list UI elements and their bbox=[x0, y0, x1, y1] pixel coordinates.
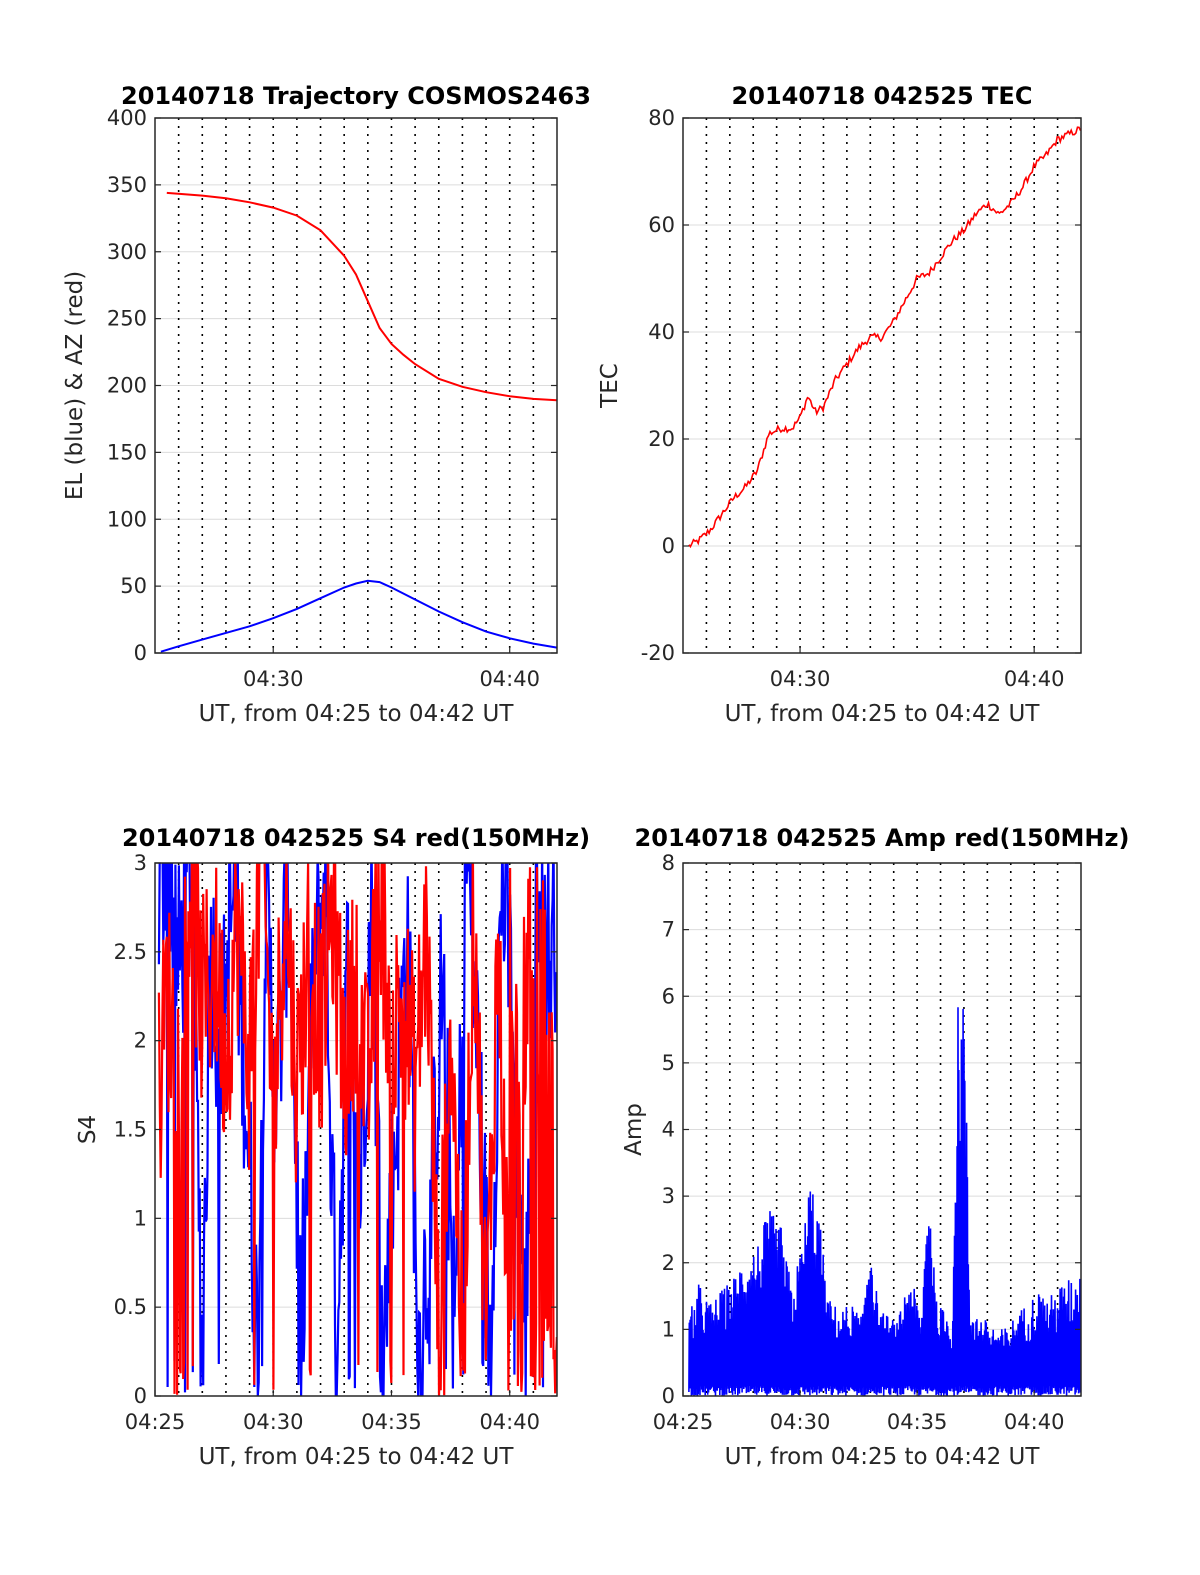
x-tick-label: 04:25 bbox=[125, 1410, 186, 1434]
y-tick-label: 40 bbox=[648, 320, 675, 344]
y-tick-label: 100 bbox=[107, 507, 147, 531]
y-tick-label: 300 bbox=[107, 240, 147, 264]
x-tick-label: 04:30 bbox=[243, 667, 304, 691]
chart-title: 20140718 042525 S4 red(150MHz) bbox=[122, 824, 590, 852]
series-line bbox=[688, 126, 1081, 549]
chart-title: 20140718 042525 Amp red(150MHz) bbox=[635, 824, 1130, 852]
y-tick-label: 2 bbox=[662, 1251, 675, 1275]
y-tick-label: 0 bbox=[134, 1384, 147, 1408]
y-tick-label: 0 bbox=[134, 641, 147, 665]
x-tick-label: 04:40 bbox=[479, 1410, 540, 1434]
y-tick-label: 1 bbox=[662, 1317, 675, 1341]
chart-s4: 0 0.5 1 1.5 2 2.5 3 04:25 04:30 04:35 04:40 2014071… bbox=[75, 824, 590, 1470]
y-tick-label: 50 bbox=[120, 574, 147, 598]
x-axis-label: UT, from 04:25 to 04:42 UT bbox=[199, 701, 515, 727]
y-tick-label: 0 bbox=[662, 1384, 675, 1408]
series-line bbox=[157, 863, 557, 1396]
x-tick-label: 04:40 bbox=[1004, 1410, 1065, 1434]
y-tick-label: 150 bbox=[107, 440, 147, 464]
x-tick-label: 04:40 bbox=[479, 667, 540, 691]
series-line bbox=[688, 1007, 1081, 1396]
y-tick-label: 0.5 bbox=[114, 1295, 147, 1319]
chart-title: 20140718 Trajectory COSMOS2463 bbox=[121, 82, 591, 110]
chart-tec: -20 0 20 40 60 80 04:30 04:40 20140718 042525 TE… bbox=[597, 82, 1082, 727]
y-tick-label: 1.5 bbox=[114, 1118, 147, 1142]
x-tick-label: 04:35 bbox=[887, 1410, 948, 1434]
y-tick-label: 2.5 bbox=[114, 940, 147, 964]
y-axis-label: TEC bbox=[597, 363, 623, 409]
chart-title: 20140718 042525 TEC bbox=[732, 82, 1033, 110]
series-line bbox=[160, 579, 557, 653]
y-tick-label: 60 bbox=[648, 213, 675, 237]
x-tick-label: 04:30 bbox=[770, 1410, 831, 1434]
y-tick-label: -20 bbox=[641, 641, 675, 665]
y-tick-label: 250 bbox=[107, 307, 147, 331]
y-tick-label: 400 bbox=[107, 106, 147, 130]
x-tick-label: 04:30 bbox=[243, 1410, 304, 1434]
x-tick-label: 04:25 bbox=[653, 1410, 714, 1434]
y-tick-label: 350 bbox=[107, 173, 147, 197]
y-tick-label: 3 bbox=[662, 1184, 675, 1208]
x-axis-label: UT, from 04:25 to 04:42 UT bbox=[725, 701, 1041, 727]
y-tick-label: 5 bbox=[662, 1051, 675, 1075]
series-line bbox=[166, 191, 557, 402]
x-axis-label: UT, from 04:25 to 04:42 UT bbox=[725, 1444, 1041, 1470]
plot-area bbox=[157, 863, 557, 1396]
chart-amp: 0 1 2 3 4 5 6 7 8 04:25 04:30 04:35 04:40 20140718 04… bbox=[621, 824, 1129, 1470]
y-tick-label: 200 bbox=[107, 374, 147, 398]
y-tick-label: 1 bbox=[134, 1206, 147, 1230]
y-tick-label: 20 bbox=[648, 427, 675, 451]
x-tick-label: 04:30 bbox=[770, 667, 831, 691]
x-tick-label: 04:40 bbox=[1004, 667, 1065, 691]
chart-trajectory: 0 50 100 150 200 250 300 350 400 04:30 04:40 201407… bbox=[62, 82, 591, 727]
x-tick-label: 04:35 bbox=[361, 1410, 422, 1434]
y-tick-label: 8 bbox=[662, 851, 675, 875]
plot-area bbox=[688, 126, 1081, 549]
y-tick-label: 3 bbox=[134, 851, 147, 875]
y-tick-label: 80 bbox=[648, 106, 675, 130]
plot-area bbox=[160, 191, 557, 653]
y-tick-label: 0 bbox=[662, 534, 675, 558]
y-axis-label: EL (blue) & AZ (red) bbox=[62, 271, 88, 500]
x-axis-label: UT, from 04:25 to 04:42 UT bbox=[199, 1444, 515, 1470]
y-tick-label: 2 bbox=[134, 1029, 147, 1053]
plot-area bbox=[688, 1007, 1081, 1396]
axes-box bbox=[682, 117, 1082, 654]
y-axis-label: Amp bbox=[621, 1103, 647, 1156]
y-tick-label: 7 bbox=[662, 918, 675, 942]
y-axis-label: S4 bbox=[75, 1115, 101, 1144]
y-tick-label: 6 bbox=[662, 984, 675, 1008]
y-tick-label: 4 bbox=[662, 1118, 675, 1142]
